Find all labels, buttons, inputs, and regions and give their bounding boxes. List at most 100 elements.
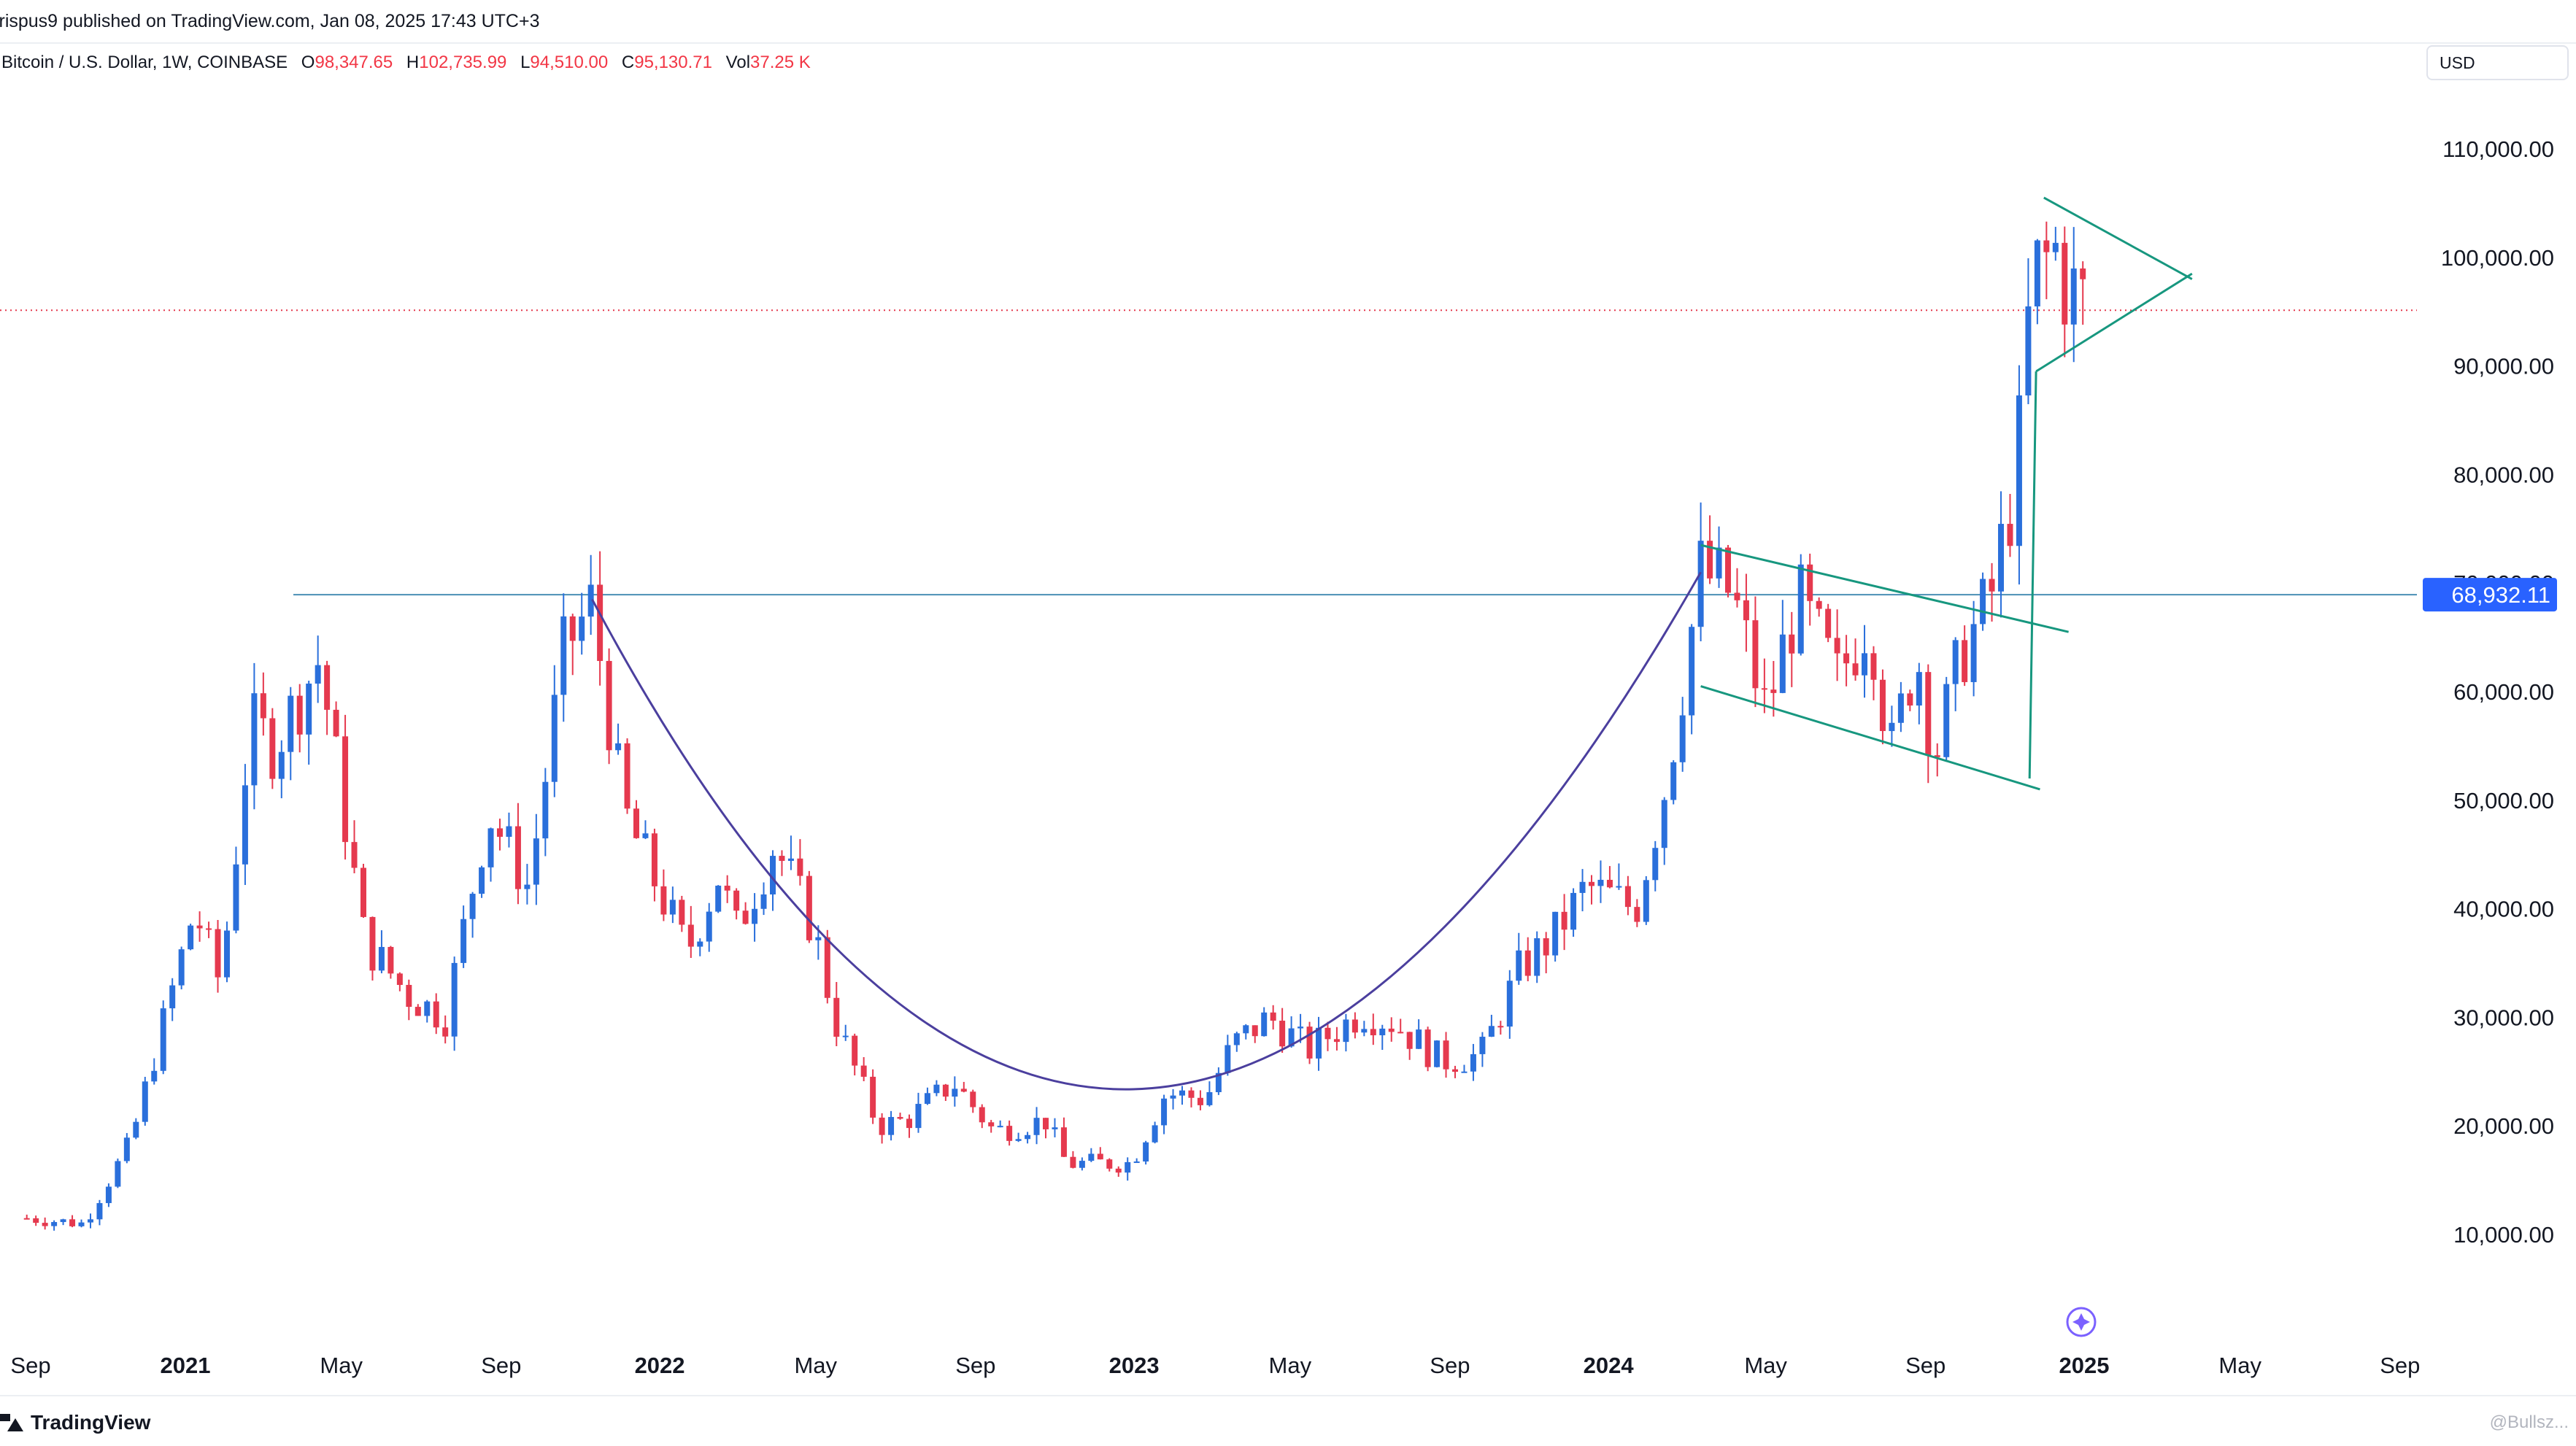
candle-body bbox=[1306, 1026, 1313, 1059]
candle-body bbox=[1279, 1021, 1286, 1047]
candle-body bbox=[1461, 1071, 1468, 1073]
pennant-upper-line bbox=[2043, 196, 2193, 280]
candle-body bbox=[979, 1107, 985, 1123]
candle-body bbox=[897, 1117, 903, 1119]
candle-body bbox=[169, 985, 176, 1009]
candle-body bbox=[1962, 640, 1968, 682]
candle-body bbox=[142, 1081, 148, 1122]
volume-label: Vol bbox=[725, 53, 751, 72]
candle-body bbox=[479, 867, 485, 894]
candle-body bbox=[1770, 689, 1777, 693]
candle-body bbox=[1416, 1029, 1422, 1049]
candle-body bbox=[1998, 524, 2005, 592]
candle-body bbox=[1606, 879, 1613, 888]
candle-body bbox=[2062, 242, 2068, 325]
candle-body bbox=[60, 1219, 66, 1223]
candle-body bbox=[879, 1117, 885, 1135]
candle-body bbox=[206, 928, 212, 930]
candle-body bbox=[852, 1035, 858, 1066]
candle-body bbox=[1006, 1126, 1013, 1141]
candle-body bbox=[915, 1104, 922, 1129]
watermark-text: @Bullsz... bbox=[2489, 1412, 2569, 1432]
candle-body bbox=[1597, 879, 1604, 886]
candle-body bbox=[1052, 1127, 1058, 1129]
x-tick-label: Sep bbox=[2380, 1353, 2420, 1378]
candle-body bbox=[442, 1027, 449, 1037]
candle-body bbox=[779, 856, 785, 861]
tradingview-logo[interactable]: TradingView bbox=[0, 1408, 150, 1437]
candle-body bbox=[1852, 663, 1859, 676]
candle-body bbox=[424, 1001, 431, 1016]
y-tick-label: 110,000.00 bbox=[2442, 136, 2554, 162]
low-label: L bbox=[520, 53, 531, 72]
currency-selector-button[interactable]: USD bbox=[2426, 45, 2569, 80]
candle-body bbox=[642, 833, 649, 838]
candle-body bbox=[1379, 1028, 1386, 1036]
candle-body bbox=[487, 828, 494, 867]
open-label: O bbox=[301, 53, 315, 72]
candle-body bbox=[1552, 911, 1559, 956]
candle-body bbox=[1343, 1019, 1349, 1043]
breakout-line bbox=[2028, 371, 2037, 779]
open-value: 98,347.65 bbox=[315, 53, 393, 72]
candle-body bbox=[1297, 1026, 1304, 1029]
candle-body bbox=[1816, 600, 1822, 609]
candle-body bbox=[1060, 1127, 1067, 1157]
x-tick-label: 2021 bbox=[161, 1353, 211, 1378]
candle-body bbox=[587, 584, 594, 617]
x-tick-label: May bbox=[794, 1353, 837, 1378]
candle-body bbox=[1470, 1053, 1476, 1072]
y-tick-label: 90,000.00 bbox=[2453, 354, 2554, 379]
candle-body bbox=[651, 833, 658, 886]
replay-icon[interactable] bbox=[2066, 1307, 2097, 1337]
candle-body bbox=[514, 826, 521, 889]
high-label: H bbox=[406, 53, 420, 72]
candle-body bbox=[1907, 693, 1913, 706]
candle-body bbox=[1934, 755, 1940, 757]
candle-body bbox=[1243, 1025, 1249, 1034]
x-tick-label: Sep bbox=[1905, 1353, 1946, 1378]
candle-body bbox=[451, 962, 458, 1037]
candle-body bbox=[1434, 1040, 1441, 1067]
candle-body bbox=[1506, 981, 1513, 1027]
y-tick-label: 80,000.00 bbox=[2453, 462, 2554, 487]
candle-body bbox=[342, 736, 349, 843]
candle-body bbox=[1534, 938, 1540, 976]
candle-body bbox=[1716, 547, 1722, 579]
candle-body bbox=[278, 751, 285, 779]
candle-body bbox=[1424, 1029, 1431, 1067]
candle-body bbox=[2016, 395, 2022, 546]
y-tick-label: 50,000.00 bbox=[2453, 788, 2554, 813]
candle-body bbox=[2034, 240, 2040, 306]
candle-body bbox=[1115, 1168, 1122, 1173]
candle-body bbox=[733, 890, 740, 911]
candle-body bbox=[1643, 880, 1649, 922]
candle-body bbox=[924, 1093, 930, 1105]
candle-body bbox=[378, 946, 385, 971]
candle-body bbox=[633, 808, 639, 838]
candle-body bbox=[251, 693, 258, 786]
candle-body bbox=[1779, 634, 1786, 693]
candle-body bbox=[433, 1001, 439, 1028]
candle-body bbox=[96, 1203, 103, 1220]
candle-body bbox=[269, 718, 276, 779]
x-tick-label: Sep bbox=[10, 1353, 50, 1378]
candle-body bbox=[797, 858, 803, 876]
candle-body bbox=[824, 937, 830, 998]
candle-body bbox=[524, 884, 531, 889]
candle-body bbox=[942, 1084, 949, 1097]
candle-body bbox=[414, 1007, 421, 1016]
candle-body bbox=[806, 875, 812, 940]
channel-lower-line bbox=[1700, 685, 2040, 791]
candle-body bbox=[1843, 653, 1850, 664]
candle-body bbox=[460, 919, 467, 963]
candle-body bbox=[1616, 886, 1622, 888]
candle-body bbox=[760, 894, 767, 909]
published-info-bar: crispus9 published on TradingView.com, J… bbox=[0, 0, 2576, 44]
candle-body bbox=[1889, 722, 1895, 732]
candle-body bbox=[188, 925, 194, 950]
candle-body bbox=[1316, 1027, 1322, 1059]
candle-body bbox=[123, 1137, 130, 1161]
candle-body bbox=[1233, 1033, 1240, 1045]
